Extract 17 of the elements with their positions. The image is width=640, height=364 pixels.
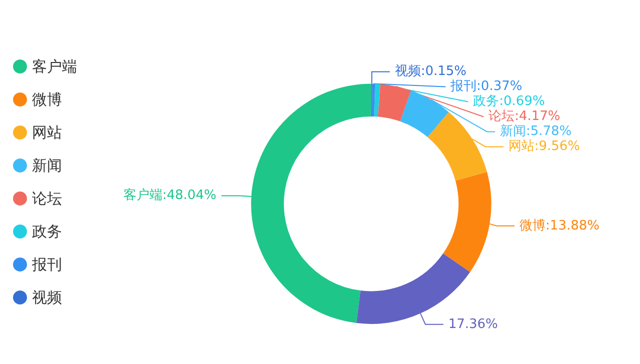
data-label: 17.36% <box>448 316 498 332</box>
legend-label: 网站 <box>32 124 62 142</box>
data-label: 报刊:0.37% <box>450 79 522 94</box>
data-label: 视频:0.15% <box>394 64 467 80</box>
data-label: 网站:9.56% <box>508 139 580 154</box>
data-label: 微博:13.88% <box>520 218 600 234</box>
data-label: 新闻:5.78% <box>500 124 572 140</box>
data-label: 客户端:48.04% <box>123 187 216 204</box>
legend-label: 论坛 <box>32 190 62 208</box>
legend-label: 新闻 <box>32 156 62 174</box>
data-label: 论坛:4.17% <box>488 109 560 124</box>
legend-label: 政务 <box>32 222 62 240</box>
legend-label: 报刊 <box>31 256 62 274</box>
legend-label: 视频 <box>32 288 62 306</box>
legend-label: 客户端 <box>32 58 77 76</box>
data-label: 政务:0.69% <box>473 94 545 110</box>
legend-label: 微博 <box>32 90 62 108</box>
